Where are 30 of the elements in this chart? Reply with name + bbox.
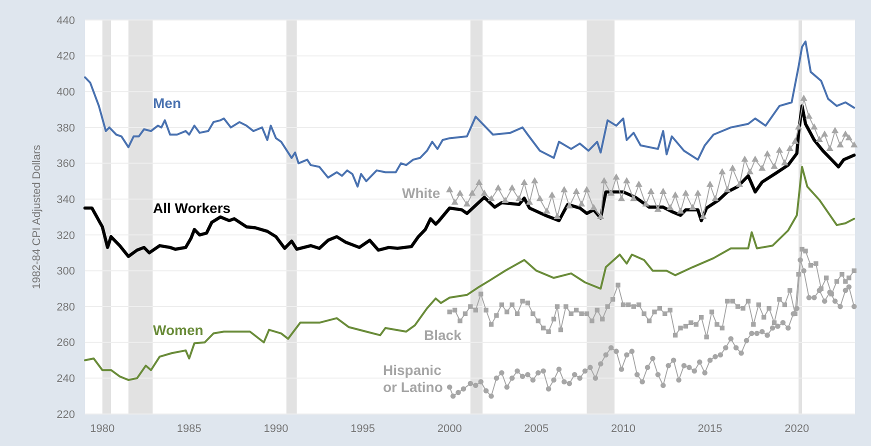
y-tick-label: 440 [56,14,75,27]
y-tick-label: 380 [56,122,75,134]
x-tick-label: 1980 [90,423,115,435]
series-label: White [402,185,440,201]
y-axis-title: 1982-84 CPI Adjusted Dollars [31,144,43,290]
x-tick-label: 2000 [437,423,462,435]
y-tick-label: 300 [56,266,75,278]
line-series [84,166,856,381]
x-tick-label: 2005 [524,423,549,435]
y-tick-label: 420 [56,50,75,63]
x-tick-label: 2015 [698,423,722,435]
y-tick-label: 360 [56,158,75,170]
x-tick-label: 1990 [264,423,288,435]
series-label: Men [153,95,181,111]
y-tick-label: 340 [56,194,75,206]
series-label: All Workers [153,200,231,216]
y-tick-label: 400 [56,86,75,98]
y-tick-label: 220 [56,408,75,421]
y-tick-label: 240 [56,373,75,386]
x-tick-label: 1995 [350,423,376,435]
x-tick-label: 1985 [176,423,202,435]
line-series [84,40,856,188]
x-tick-label: 2020 [784,423,810,435]
series-label: Hispanic or Latino [383,362,443,395]
y-tick-label: 280 [56,301,75,314]
y-tick-label: 320 [56,230,75,242]
series-label: Women [153,322,204,338]
series-label: Black [424,327,462,343]
x-tick-label: 2010 [610,423,636,435]
y-tick-label: 260 [56,337,75,350]
